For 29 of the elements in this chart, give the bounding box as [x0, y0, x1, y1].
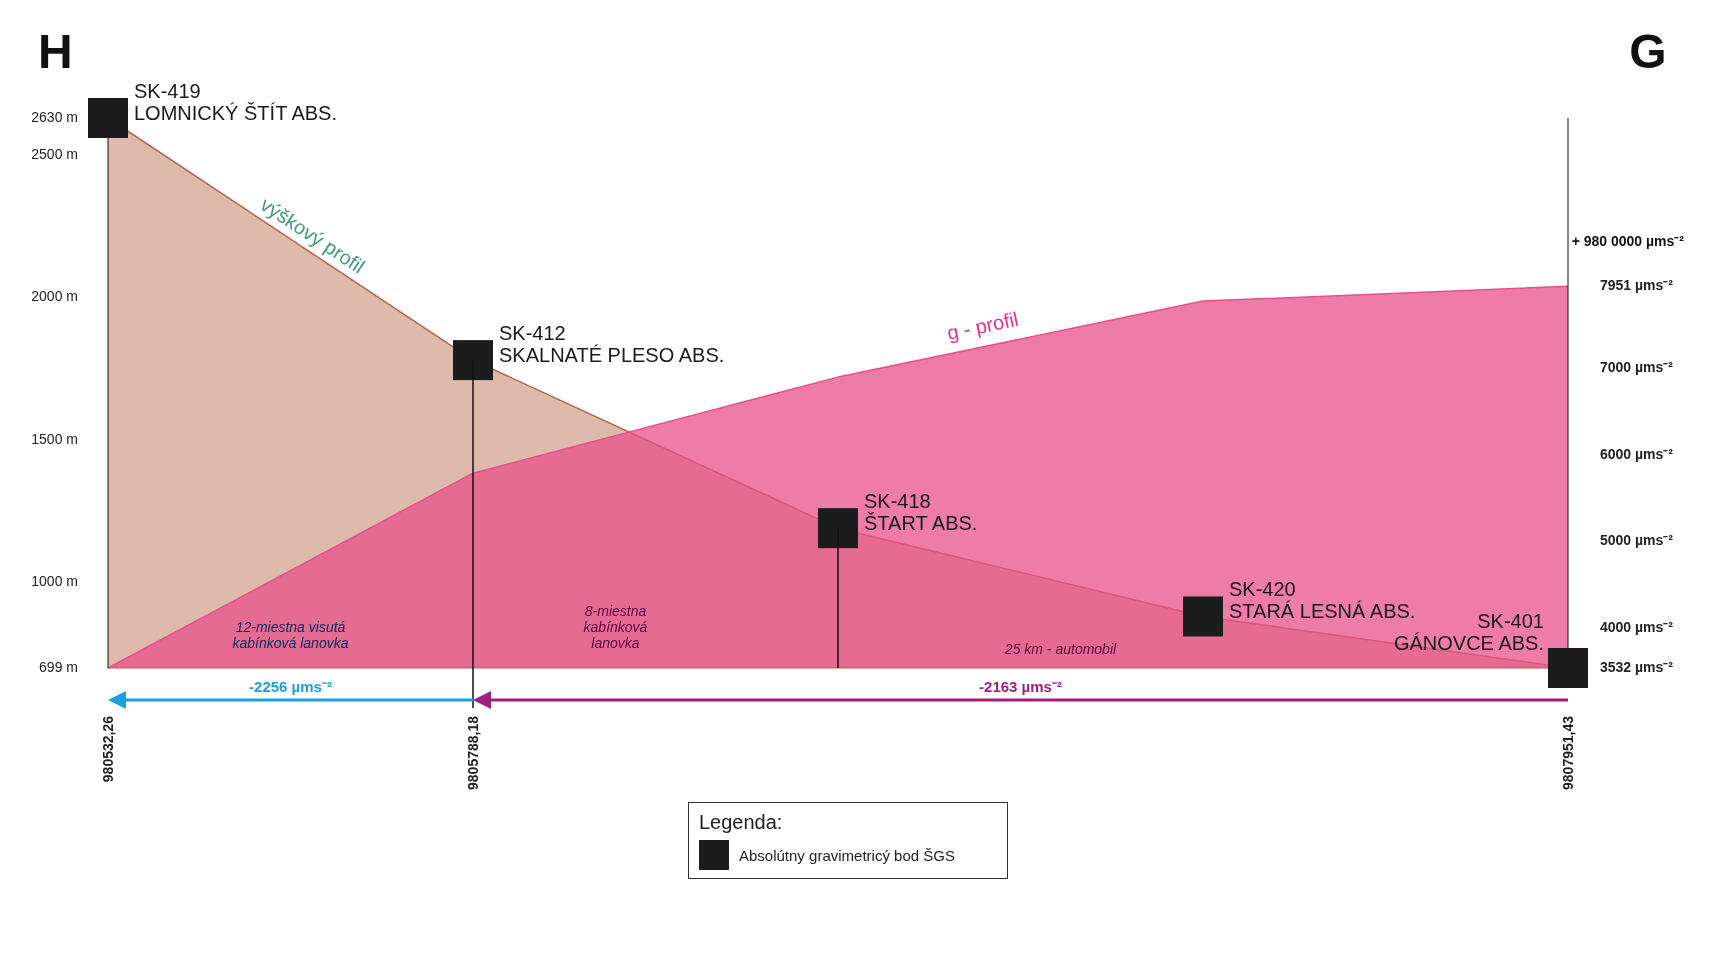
y2-tick-label: 6000 µms⁻²	[1600, 445, 1674, 462]
y2-axis-title: G	[1629, 25, 1667, 78]
y-tick-label: 2000 m	[31, 288, 78, 305]
x-tick-label: 980532,26	[100, 715, 116, 783]
y-tick-label: 1000 m	[31, 573, 78, 590]
annotation: 25 km - automobil	[1003, 641, 1118, 657]
y2-tick-label: 7000 µms⁻²	[1600, 359, 1674, 376]
y2-tick-label: 7951 µms⁻²	[1600, 277, 1674, 294]
annotation: SK-418 ŠTART ABS.	[864, 490, 978, 535]
annotation: SK-412 SKALNATÉ PLESO ABS.	[499, 322, 725, 367]
annotation: SK-419 LOMNICKÝ ŠTÍT ABS.	[134, 80, 338, 124]
y-tick-label: 699 m	[39, 659, 78, 675]
x-tick-label: 9805788,18	[465, 715, 481, 790]
annotation: 12-miestna visutá kabínková lanovka	[232, 619, 349, 651]
y-tick-label: 2500 m	[31, 146, 78, 163]
text: -2256 µms⁻²	[249, 678, 332, 695]
y-tick-label: 1500 m	[31, 430, 78, 447]
x-tick-label: 9807951,43	[1560, 715, 1576, 790]
y2-tick-label: 5000 µms⁻²	[1600, 532, 1674, 549]
legend-title: Legenda:	[699, 811, 784, 834]
annotation: 8-miestna kabínková lanovka	[583, 603, 648, 651]
y-tick-label: 2630 m	[31, 109, 78, 125]
text: -2163 µms⁻²	[979, 678, 1062, 695]
y2-tick-label: 3532 µms⁻²	[1600, 659, 1674, 675]
text: + 980 0000 µms⁻²	[1571, 233, 1685, 250]
legend-label: Absolútny gravimetricý bod ŠGS	[739, 846, 955, 864]
text: g - profil	[944, 307, 1021, 344]
y-axis-title: H	[38, 25, 73, 78]
y2-tick-label: 4000 µms⁻²	[1600, 618, 1674, 635]
